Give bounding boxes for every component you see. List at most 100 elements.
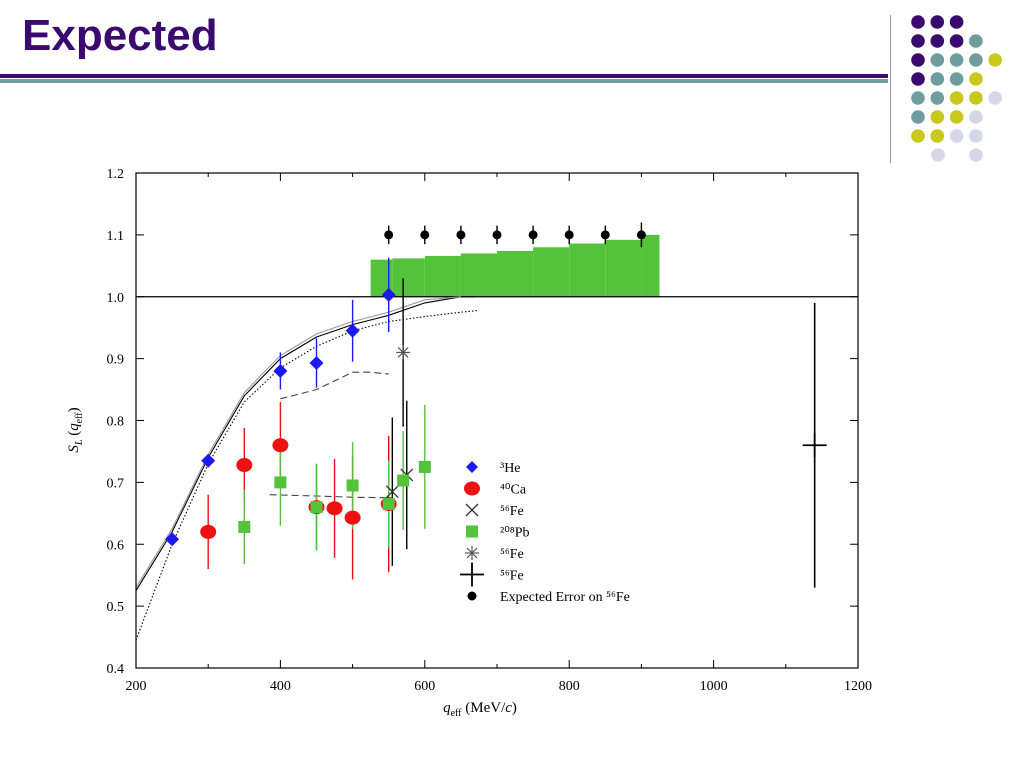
- dot: [930, 72, 945, 86]
- y-tick-label: 0.7: [107, 476, 125, 491]
- svg-text:SL (qeff): SL (qeff): [66, 407, 85, 452]
- dot: [969, 72, 983, 86]
- ellipse-marker: [272, 438, 289, 453]
- x-tick-label: 600: [414, 679, 435, 694]
- dot-marker: [600, 230, 610, 240]
- y-tick-label: 0.6: [107, 538, 125, 553]
- dot: [930, 53, 945, 67]
- dot-marker: [384, 230, 394, 240]
- dot: [911, 15, 925, 29]
- theory-curve: [135, 296, 461, 588]
- slide-title: Expected: [22, 11, 218, 60]
- dot-marker: [492, 230, 502, 240]
- dot: [988, 91, 1002, 105]
- x-tick-label: 800: [559, 679, 580, 694]
- dot: [949, 72, 964, 86]
- legend-entry: ²⁰⁸Pb: [500, 526, 529, 541]
- dot: [949, 110, 964, 124]
- dot: [911, 34, 925, 48]
- x-tick-label: 200: [126, 679, 147, 694]
- legend-entry: ⁵⁶Fe: [500, 547, 524, 562]
- dot-marker: [420, 230, 430, 240]
- square-marker: [238, 520, 251, 533]
- diamond-marker: [466, 461, 478, 473]
- plot-frame: [135, 172, 859, 669]
- dot: [949, 91, 964, 105]
- legend-entry: Expected Error on ⁵⁶Fe: [500, 590, 630, 605]
- x-tick-label: 1200: [844, 679, 872, 694]
- square-marker: [274, 476, 287, 489]
- ellipse-marker: [326, 501, 343, 516]
- diamond-marker: [345, 323, 360, 338]
- band-step: [533, 247, 570, 297]
- dot: [911, 110, 925, 124]
- y-tick-label: 1.1: [107, 229, 125, 244]
- dot: [931, 148, 945, 162]
- dot: [911, 129, 925, 143]
- band-step: [392, 258, 425, 297]
- legend-entry: ⁴⁰Ca: [500, 483, 527, 498]
- square-marker: [397, 474, 410, 487]
- diamond-marker: [201, 453, 216, 468]
- band-step: [569, 243, 606, 297]
- dot-marker: [467, 591, 477, 601]
- dot: [949, 129, 964, 143]
- ellipse-marker: [236, 458, 253, 473]
- band-step: [424, 255, 461, 297]
- theory-curve: [280, 371, 389, 400]
- dot: [969, 129, 983, 143]
- dot: [911, 91, 925, 105]
- dot: [930, 110, 945, 124]
- dot: [969, 110, 983, 124]
- dot: [930, 91, 945, 105]
- ellipse-marker: [200, 524, 217, 539]
- theory-curve: [135, 309, 479, 641]
- legend-entry: ³He: [500, 461, 521, 476]
- legend-entry: ⁵⁶Fe: [500, 569, 524, 584]
- x-marker: [385, 485, 399, 499]
- dot: [911, 53, 925, 67]
- band-step: [605, 239, 642, 297]
- expected-band: [370, 234, 660, 297]
- band-step: [641, 234, 660, 297]
- y-tick-label: 0.9: [107, 353, 125, 368]
- square-marker: [310, 501, 323, 514]
- data-points: [165, 230, 827, 547]
- dot: [969, 34, 983, 48]
- legend: ³He ⁴⁰Ca ⁵⁶Fe ²⁰⁸Pb ⁵⁶Fe ⁵⁶Fe Expected Error o…: [460, 461, 630, 605]
- y-tick-label: 1.2: [107, 167, 125, 182]
- dot: [949, 15, 964, 29]
- dot: [930, 15, 945, 29]
- dot: [930, 34, 945, 48]
- y-tick-label: 0.4: [107, 662, 125, 677]
- diamond-marker: [165, 532, 180, 547]
- ellipse-marker: [464, 481, 480, 496]
- dot-marker: [564, 230, 574, 240]
- title-underline: [0, 74, 888, 84]
- asterisk-marker: [397, 347, 409, 358]
- x-tick-label: 400: [270, 679, 291, 694]
- dot: [988, 53, 1002, 67]
- y-tick-label: 1.0: [107, 291, 125, 306]
- decorative-dot-grid: [911, 15, 1002, 162]
- square-marker: [418, 460, 431, 473]
- dot: [949, 34, 964, 48]
- ellipse-marker: [344, 510, 361, 525]
- y-tick-label: 0.8: [107, 415, 125, 430]
- diamond-marker: [309, 355, 324, 370]
- dot-marker: [456, 230, 466, 240]
- x-tick-label: 1000: [700, 679, 728, 694]
- legend-entry: ⁵⁶Fe: [500, 504, 524, 519]
- theory-curve: [269, 494, 389, 499]
- dot: [911, 72, 925, 86]
- axis-ticks: 200 400 600 800 1000 1200 0.4 0.5 0.6 0.7 0.8 0.9 1.…: [107, 167, 873, 694]
- dot: [969, 148, 983, 162]
- square-marker: [346, 479, 359, 492]
- x-axis-label: qeff (MeV/c): [443, 700, 517, 719]
- band-step: [370, 259, 393, 297]
- y-tick-label: 0.5: [107, 600, 125, 615]
- dot: [969, 53, 983, 67]
- y-axis-label: SL (qeff): [66, 407, 85, 452]
- square-marker: [466, 525, 478, 538]
